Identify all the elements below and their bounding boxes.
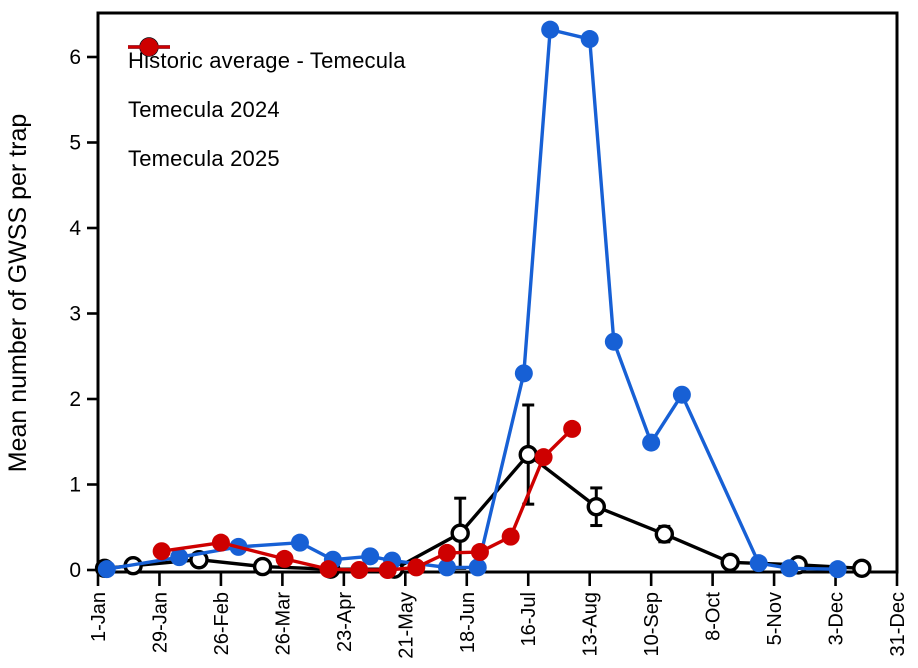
data-point-marker — [852, 558, 872, 578]
data-point-marker — [642, 433, 661, 452]
series-historic-average-temecula — [94, 403, 872, 579]
data-point-marker — [654, 524, 675, 544]
x-tick-label: 10-Sep — [641, 592, 663, 657]
y-axis-title: Mean number of GWSS per trap — [4, 114, 32, 472]
data-point-marker — [586, 497, 606, 517]
data-point-marker — [501, 527, 520, 546]
x-tick-label: 3-Dec — [826, 592, 848, 645]
x-tick-label: 8-Oct — [703, 592, 725, 641]
data-point-marker — [407, 558, 426, 577]
legend-label-2024: Temecula 2024 — [128, 96, 280, 122]
data-point-marker — [604, 332, 623, 351]
data-point-marker — [275, 549, 294, 568]
filled-circle-legend-icon — [128, 38, 170, 56]
series-line — [161, 427, 574, 572]
y-tick-label: 1 — [69, 474, 81, 497]
x-tick-label: 13-Aug — [580, 592, 602, 657]
legend-item-2025: Temecula 2025 — [126, 38, 406, 183]
data-point-marker — [319, 560, 338, 579]
legend-item-historic: Historic average - Temecula — [126, 36, 406, 85]
data-point-marker — [514, 364, 533, 383]
x-axis-ticks: 1-Jan 29-Jan 26-Feb 26-Mar 23-Apr 21-May 18-Ju… — [88, 572, 909, 659]
data-point-marker — [720, 552, 740, 573]
data-point-marker — [534, 448, 553, 467]
x-tick-label: 26-Feb — [211, 592, 233, 655]
data-point-marker — [450, 523, 470, 543]
chart-legend: Historic average - Temecula Temecula 202… — [126, 36, 406, 183]
data-point-marker — [468, 558, 487, 577]
data-point-marker — [378, 561, 397, 579]
series-temecula-2025 — [152, 419, 582, 579]
y-tick-label: 0 — [69, 559, 81, 582]
data-point-marker — [541, 20, 560, 39]
x-tick-label: 18-Jun — [457, 592, 479, 653]
data-point-marker — [361, 547, 380, 566]
data-point-marker — [97, 560, 116, 579]
data-point-marker — [518, 444, 538, 465]
data-point-marker — [563, 419, 582, 438]
data-point-marker — [828, 560, 847, 579]
x-tick-label: 29-Jan — [149, 592, 171, 653]
data-point-marker — [749, 554, 768, 573]
data-point-marker — [672, 385, 691, 404]
data-point-marker — [211, 533, 230, 552]
data-point-marker — [170, 548, 189, 567]
series-line — [106, 27, 838, 571]
y-tick-label: 2 — [69, 388, 81, 411]
series-temecula-2024 — [97, 20, 847, 579]
plot-frame — [96, 11, 899, 574]
data-point-marker — [252, 556, 273, 577]
x-tick-label: 16-Jul — [518, 592, 540, 646]
y-tick-label: 6 — [69, 46, 81, 69]
legend-label-historic: Historic average - Temecula — [128, 47, 406, 73]
legend-item-2024: Temecula 2024 — [126, 38, 406, 134]
x-tick-label: 1-Jan — [88, 592, 110, 642]
data-point-marker — [290, 533, 309, 552]
x-tick-label: 23-Apr — [334, 592, 356, 652]
y-tick-label: 4 — [69, 217, 81, 240]
series-layer — [94, 20, 872, 579]
x-tick-label: 5-Nov — [764, 592, 786, 645]
x-tick-label: 21-May — [395, 592, 417, 659]
legend-label-2025: Temecula 2025 — [128, 145, 280, 171]
data-point-marker — [350, 561, 369, 579]
y-axis-ticks: 0 1 2 3 4 5 6 — [69, 46, 98, 582]
data-point-marker — [438, 543, 457, 562]
data-point-marker — [780, 559, 799, 578]
y-tick-label: 3 — [69, 303, 81, 326]
x-tick-label: 31-Dec — [887, 592, 909, 656]
data-point-marker — [152, 542, 171, 561]
data-point-marker — [580, 30, 599, 49]
data-point-marker — [470, 543, 489, 562]
data-point-marker — [438, 558, 457, 577]
y-tick-label: 5 — [69, 132, 81, 155]
x-tick-label: 26-Mar — [272, 592, 294, 656]
